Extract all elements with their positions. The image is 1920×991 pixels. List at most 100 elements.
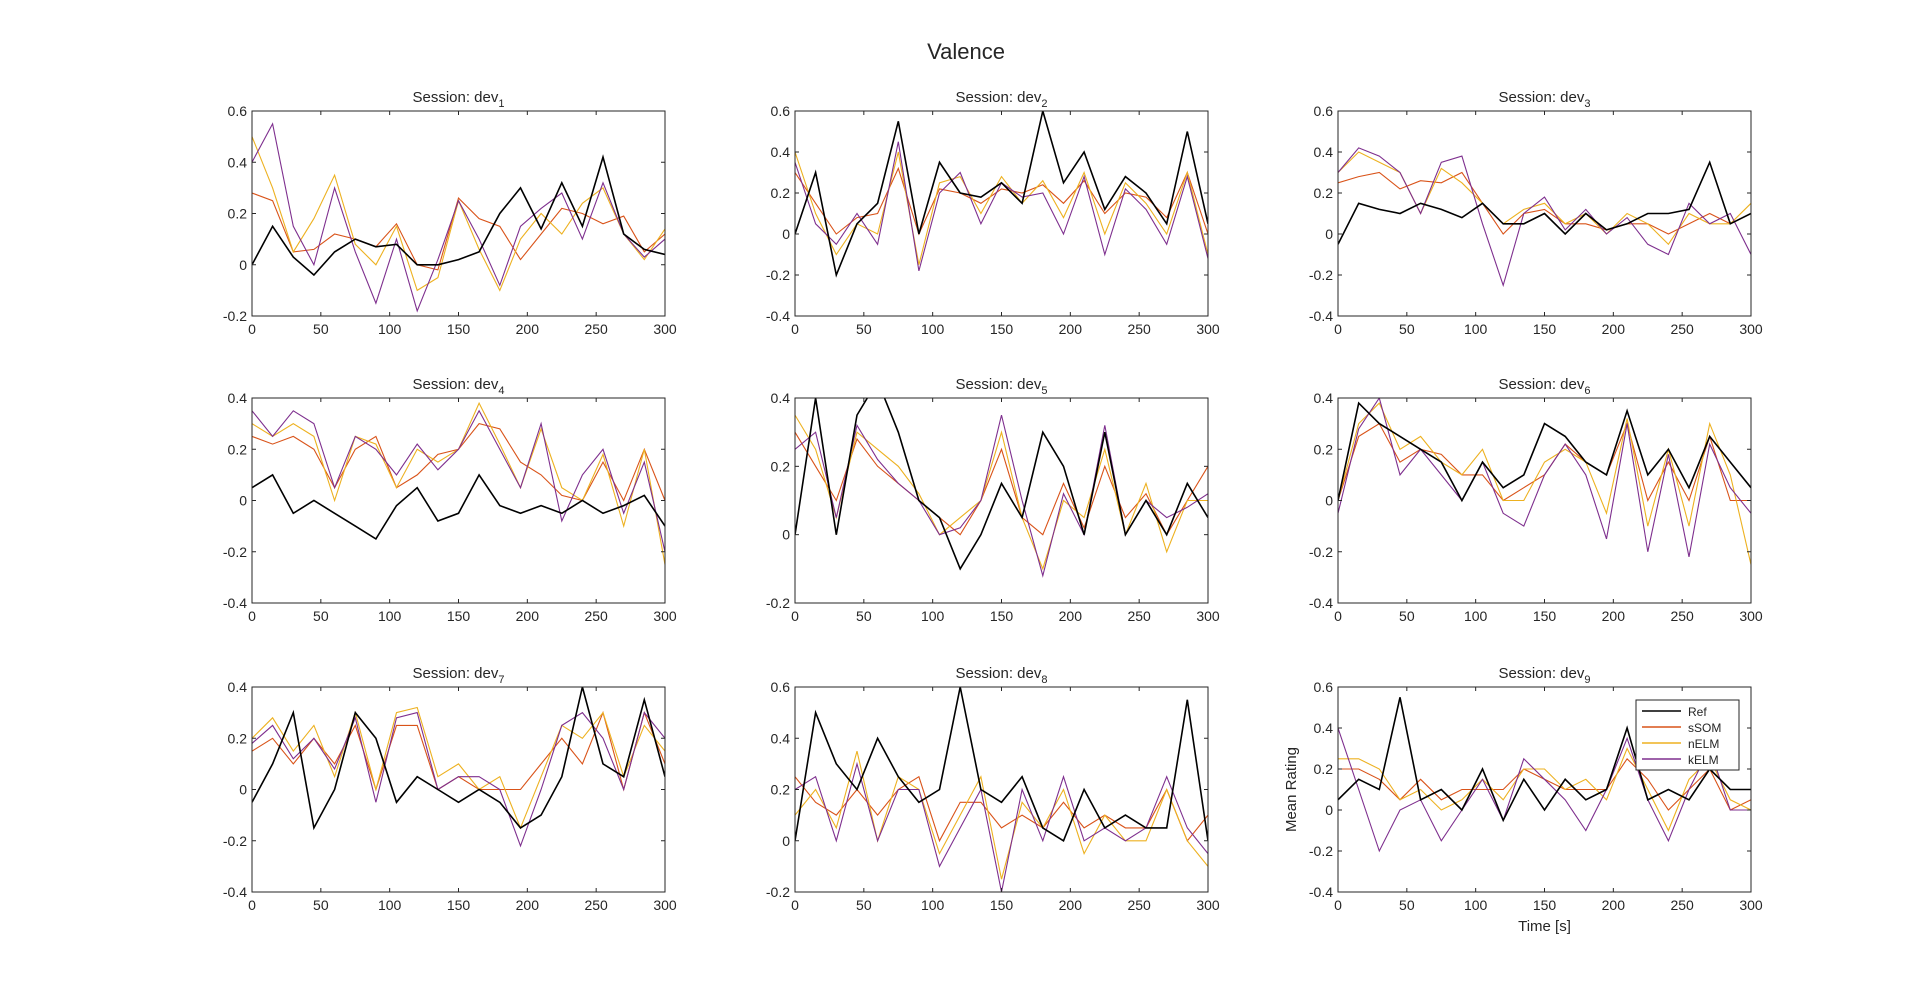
y-tick-label: 0.4: [228, 390, 248, 406]
series-line-ref: [795, 111, 1208, 278]
x-tick-label: 150: [1533, 321, 1557, 337]
x-tick-label: 0: [791, 321, 799, 337]
series-line-nelm: [795, 750, 1208, 880]
series-group: [1338, 697, 1751, 853]
subplot-title: Session: dev2: [955, 89, 1047, 110]
x-tick-label: 250: [1127, 321, 1151, 337]
y-tick-label: 0.4: [228, 679, 248, 695]
subplot-title-text: Session: dev: [412, 376, 498, 393]
subplot-title-text: Session: dev: [1498, 89, 1584, 106]
subplot-4: Session: dev4 0 50 100 150 200 250 300 -0.4 -0.2 0…: [223, 376, 677, 624]
subplot-title-subscript: 4: [498, 385, 504, 397]
x-tick-label: 250: [1670, 897, 1694, 913]
x-tick-label: 300: [1739, 897, 1763, 913]
x-tick-label: 300: [653, 608, 677, 624]
y-tick-label: 0: [782, 833, 790, 849]
y-tick-label: -0.2: [223, 833, 247, 849]
y-tick-label: 0.2: [1314, 441, 1334, 457]
series-line-ssom: [252, 192, 665, 271]
x-tick-label: 150: [1533, 897, 1557, 913]
subplot-title: Session: dev4: [412, 376, 504, 397]
y-tick-label: 0: [782, 226, 790, 242]
subplot-7: Session: dev7 0 50 100 150 200 250 300 -0.4 -0.2 0…: [223, 665, 677, 913]
y-tick-label: -0.4: [1309, 595, 1333, 611]
axes-box: [251, 110, 666, 317]
y-tick-label: 0.2: [771, 458, 791, 474]
x-tick-label: 50: [313, 897, 329, 913]
x-tick-label: 200: [1059, 608, 1083, 624]
series-line-ref: [252, 687, 665, 831]
x-tick-label: 250: [584, 608, 608, 624]
y-tick-label: 0.4: [1314, 720, 1334, 736]
series-group: [795, 687, 1208, 892]
x-tick-label: 300: [1196, 897, 1220, 913]
y-tick-label: 0: [782, 527, 790, 543]
x-tick-label: 0: [791, 608, 799, 624]
series-line-kelm: [252, 122, 665, 313]
x-tick-label: 250: [1670, 321, 1694, 337]
subplot-title-text: Session: dev: [412, 89, 498, 106]
x-tick-label: 300: [1739, 608, 1763, 624]
series-group: [1338, 398, 1751, 565]
x-tick-label: 150: [447, 897, 471, 913]
legend-label-nelm: nELM: [1688, 737, 1719, 751]
y-tick-label: 0.2: [228, 730, 248, 746]
axes-box: [251, 686, 666, 893]
y-tick-label: 0: [1325, 226, 1333, 242]
series-line-ref: [252, 154, 665, 277]
subplot-title-subscript: 2: [1041, 98, 1047, 110]
y-tick-label: 0: [239, 493, 247, 509]
x-tick-label: 0: [1334, 897, 1342, 913]
y-tick-label: 0.4: [771, 730, 791, 746]
y-tick-label: -0.4: [1309, 884, 1333, 900]
series-line-ref: [1338, 697, 1751, 823]
subplot-title: Session: dev7: [412, 665, 504, 686]
series-line-kelm: [252, 711, 665, 848]
series-line-nelm: [1338, 402, 1751, 565]
subplot-2: Session: dev2 0 50 100 150 200 250 300 -0.4 -0.2 0…: [766, 89, 1220, 337]
x-tick-label: 50: [1399, 321, 1415, 337]
subplot-title-text: Session: dev: [1498, 376, 1584, 393]
x-tick-label: 100: [921, 897, 945, 913]
series-line-ref: [795, 687, 1208, 842]
y-tick-label: -0.2: [223, 544, 247, 560]
y-tick-label: 0.2: [771, 782, 791, 798]
y-tick-label: -0.2: [1309, 267, 1333, 283]
x-tick-label: 200: [1059, 321, 1083, 337]
x-tick-label: 150: [447, 608, 471, 624]
x-tick-label: 50: [856, 608, 872, 624]
x-tick-label: 250: [584, 897, 608, 913]
y-tick-label: -0.2: [766, 267, 790, 283]
y-tick-label: 0: [1325, 493, 1333, 509]
subplot-title-subscript: 3: [1584, 98, 1590, 110]
x-tick-label: 300: [653, 897, 677, 913]
y-tick-label: 0.6: [1314, 679, 1334, 695]
subplot-9: Session: dev9 0 50 100 150 200 250 300 -0.4 -0.2 0…: [1283, 665, 1763, 935]
x-tick-label: 150: [1533, 608, 1557, 624]
x-tick-label: 300: [1196, 321, 1220, 337]
x-tick-label: 250: [1670, 608, 1694, 624]
subplot-title-text: Session: dev: [1498, 665, 1584, 682]
subplot-6: Session: dev6 0 50 100 150 200 250 300 -0.4 -0.2 0…: [1309, 376, 1763, 624]
x-tick-label: 200: [1602, 897, 1626, 913]
y-tick-label: 0.2: [228, 206, 248, 222]
subplot-title: Session: dev3: [1498, 89, 1590, 110]
x-tick-label: 100: [1464, 897, 1488, 913]
series-line-nelm: [1338, 151, 1751, 246]
series-line-nelm: [252, 401, 665, 565]
y-tick-label: 0: [239, 257, 247, 273]
x-tick-label: 0: [1334, 608, 1342, 624]
subplot-title: Session: dev5: [955, 376, 1047, 397]
subplot-title-subscript: 6: [1584, 385, 1590, 397]
series-line-nelm: [252, 706, 665, 830]
x-tick-label: 200: [1602, 321, 1626, 337]
x-tick-label: 150: [447, 321, 471, 337]
x-tick-label: 150: [990, 897, 1014, 913]
series-line-kelm: [252, 409, 665, 552]
x-tick-label: 300: [1739, 321, 1763, 337]
series-line-kelm: [795, 141, 1208, 272]
